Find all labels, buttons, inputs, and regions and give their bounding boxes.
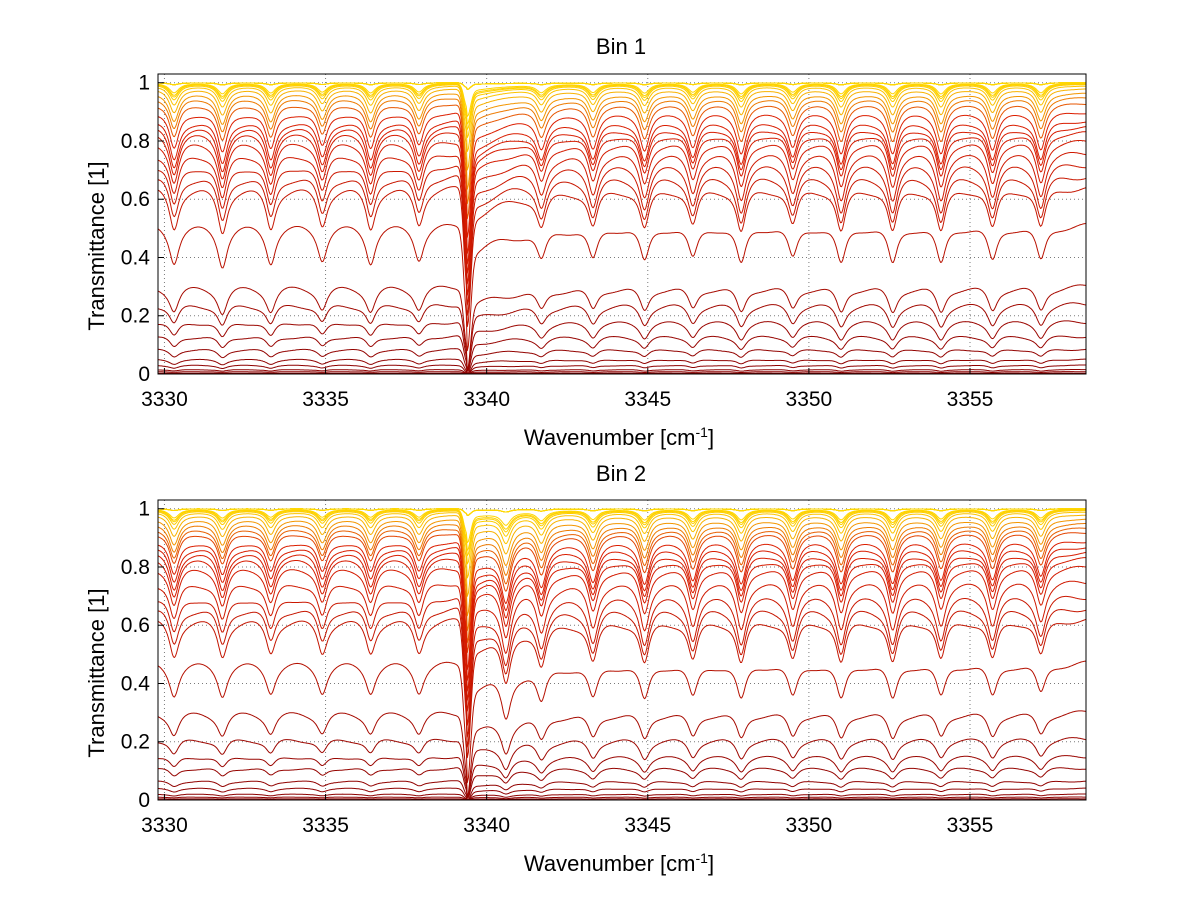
spectrum-line (157, 164, 1086, 306)
x-tick-label: 3345 (624, 814, 671, 837)
spectrum-line (158, 508, 1086, 516)
spectrum-line (157, 595, 1086, 738)
spectrum-line (157, 112, 1087, 238)
x-axis-label: Wavenumber [cm-1] (524, 850, 714, 876)
spectrum-line (157, 510, 1086, 565)
spectrum-line (157, 152, 1087, 296)
spectrum-line (157, 509, 1086, 557)
spectrum-line (157, 557, 1086, 701)
spectrum-line (157, 527, 1087, 644)
spectrum-line (157, 358, 1086, 375)
spectrum-line (158, 755, 1087, 797)
spectrum-line (157, 364, 1086, 375)
spectrum-line (157, 514, 1087, 597)
y-tick-label: 0.2 (121, 731, 150, 754)
chart-panel-bin-1: Bin 1 3330 3335 3340 3345 3350 3355 0 0.2 0.4 0.… (84, 34, 1087, 450)
spectrum-line (157, 302, 1087, 371)
y-tick-label: 0.6 (121, 614, 150, 637)
y-tick-label: 0 (138, 789, 150, 812)
spectrum-line (157, 103, 1086, 220)
y-tick-labels: 0 0.2 0.4 0.6 0.8 1 (121, 72, 164, 386)
y-tick-labels: 0 0.2 0.4 0.6 0.8 1 (121, 498, 164, 812)
x-tick-label: 3340 (463, 814, 510, 837)
spectrum-line (157, 348, 1087, 374)
spectrum-line (157, 82, 1086, 117)
y-tick-label: 0.8 (121, 130, 150, 153)
y-tick-label: 0.4 (121, 246, 151, 269)
y-tick-label: 0.2 (121, 305, 150, 328)
spectrum-line (157, 186, 1087, 328)
spectrum-line (157, 565, 1087, 712)
spectrum-line (157, 84, 1086, 138)
spectrum-line (157, 547, 1087, 681)
spectrum-line (157, 223, 1087, 352)
y-tick-label: 0.4 (121, 672, 151, 695)
chart-title: Bin 2 (596, 461, 646, 486)
spectrum-line (157, 710, 1087, 798)
spectrum-line (157, 618, 1087, 759)
spectrum-line (157, 580, 1087, 726)
spectrum-line (157, 532, 1087, 654)
y-tick-label: 1 (138, 498, 150, 521)
spectrum-line (157, 551, 1087, 692)
y-tick-label: 1 (138, 72, 150, 95)
spectrum-line (158, 82, 1086, 90)
spectrum-line (157, 175, 1087, 316)
spectrum-line (157, 88, 1086, 171)
x-tick-label: 3350 (786, 814, 833, 837)
x-tick-labels: 3330 3335 3340 3345 3350 3355 (141, 794, 993, 837)
spectrum-line (157, 284, 1087, 371)
spectrum-line (157, 541, 1086, 671)
y-tick-label: 0.8 (121, 556, 150, 579)
axes-box (157, 73, 1087, 375)
spectrum-line (157, 607, 1087, 748)
axes-box (157, 499, 1087, 801)
x-tick-label: 3345 (624, 388, 671, 411)
x-tick-label: 3335 (302, 388, 349, 411)
spectrum-line (158, 767, 1087, 798)
spectrum-line (157, 126, 1087, 265)
spectrum-line (157, 508, 1087, 544)
spectrum-line (157, 737, 1087, 798)
spectrum-line (158, 335, 1087, 372)
chart-panel-bin-2: Bin 2 3330 3335 3340 3345 3350 3355 0 0.2 0.4 0.… (84, 461, 1087, 876)
x-tick-labels: 3330 3335 3340 3345 3350 3355 (141, 368, 993, 411)
spectrum-line (158, 371, 1086, 375)
x-tick-label: 3330 (141, 814, 188, 837)
x-tick-label: 3335 (302, 814, 349, 837)
spectrum-line (157, 660, 1087, 784)
spectrum-line (157, 523, 1086, 632)
spectrum-line (158, 798, 1086, 801)
spectrum-line (158, 320, 1087, 371)
x-tick-label: 3340 (463, 388, 510, 411)
spectrum-line (158, 787, 1087, 801)
spectrum-line (158, 796, 1086, 801)
x-tick-label: 3350 (786, 388, 833, 411)
x-tick-label: 3355 (947, 814, 994, 837)
x-axis-label: Wavenumber [cm-1] (524, 424, 714, 450)
spectrum-line (157, 511, 1086, 579)
x-tick-label: 3355 (947, 388, 994, 411)
spectrum-line (157, 97, 1087, 205)
chart-title: Bin 1 (596, 34, 646, 59)
spectrum-line (157, 793, 1086, 801)
spectrum-line (157, 83, 1086, 130)
spectrum-line (157, 92, 1086, 190)
spectrum-line (157, 85, 1087, 152)
x-tick-label: 3330 (141, 388, 188, 411)
spectrum-line (157, 120, 1087, 254)
series-group (157, 82, 1087, 375)
spectrum-line (157, 518, 1086, 617)
y-axis-label: Transmittance [1] (84, 161, 109, 330)
y-tick-label: 0 (138, 363, 150, 386)
spectrum-line (157, 780, 1087, 800)
spectrum-line (157, 140, 1087, 285)
spectrum-line (158, 369, 1087, 375)
spectrum-line (157, 131, 1087, 274)
y-tick-label: 0.6 (121, 188, 150, 211)
y-axis-label: Transmittance [1] (84, 588, 109, 757)
